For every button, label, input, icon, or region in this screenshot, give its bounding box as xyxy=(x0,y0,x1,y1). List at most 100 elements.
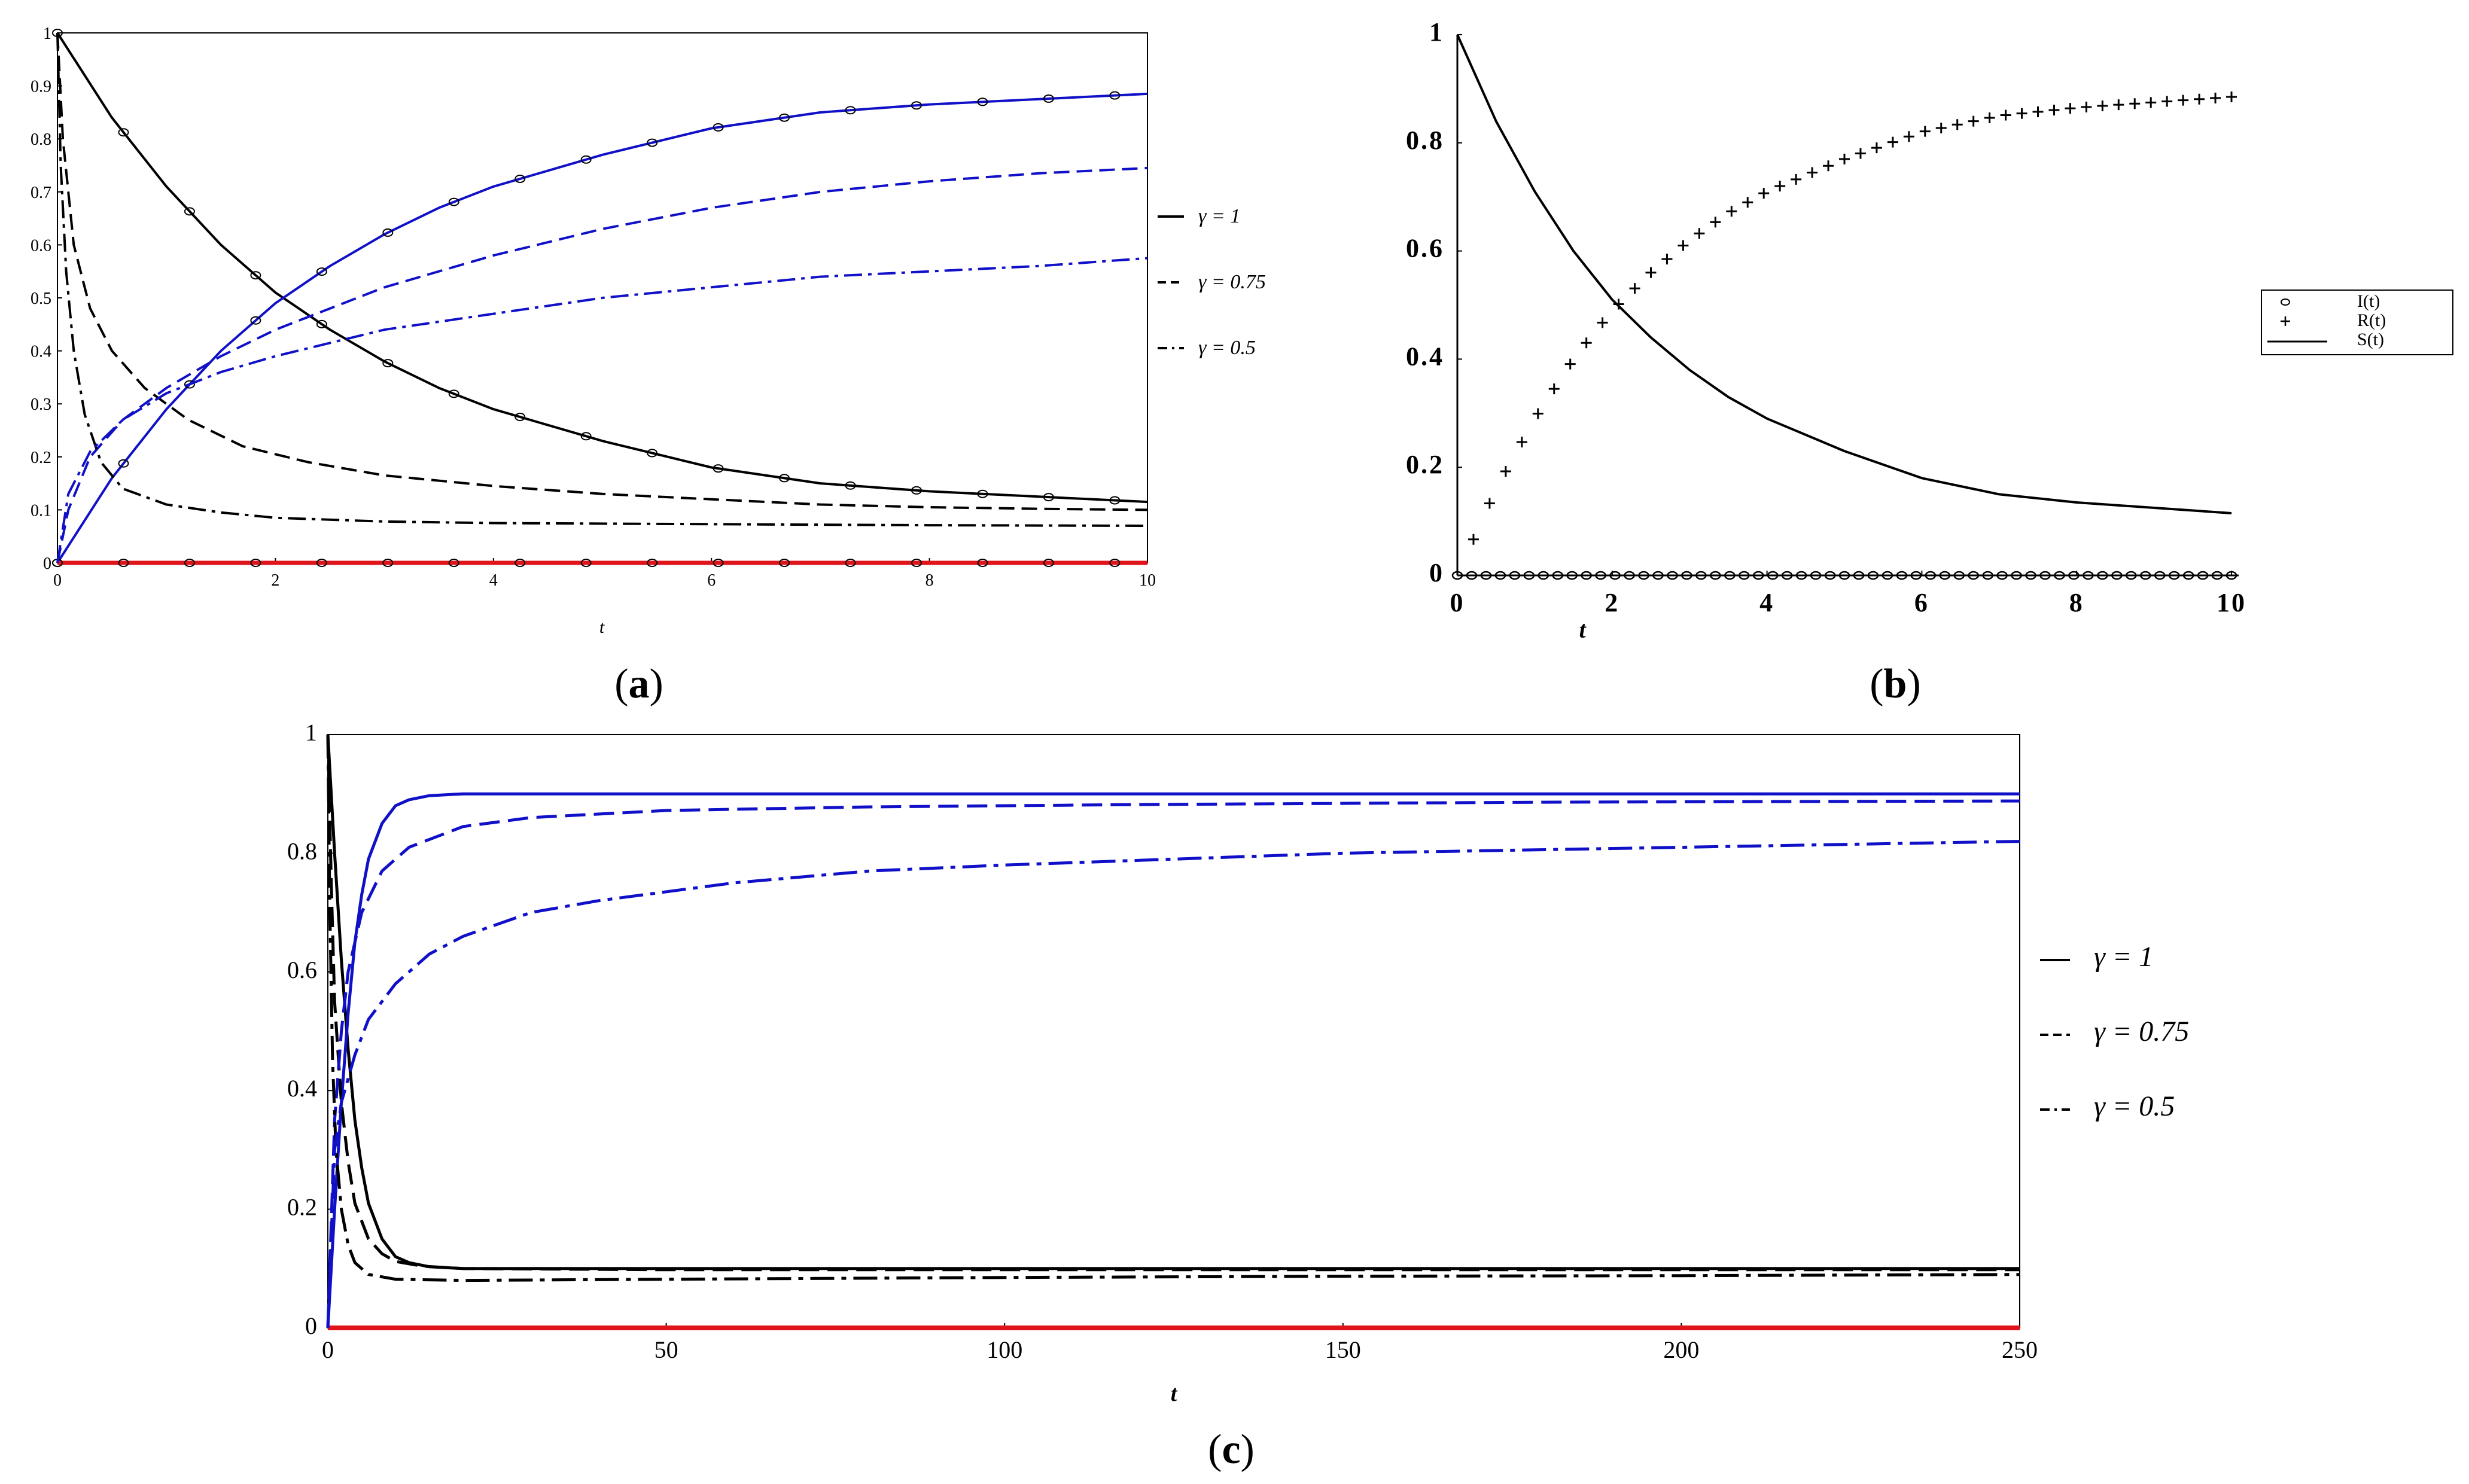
data-point-marker xyxy=(2139,571,2151,580)
data-point-marker xyxy=(2068,571,2080,580)
data-point-marker xyxy=(1516,437,1527,448)
panel-caption: (a) xyxy=(614,661,663,707)
data-point-marker xyxy=(2178,95,2189,106)
x-tick-label: 4 xyxy=(489,571,498,590)
data-point-marker xyxy=(1903,131,1914,142)
data-point-marker xyxy=(1984,112,1995,123)
y-tick-label: 1 xyxy=(305,719,317,746)
data-point-marker xyxy=(2083,571,2094,580)
data-point-marker xyxy=(1952,119,1963,130)
data-point-marker xyxy=(911,559,922,567)
data-point-marker xyxy=(382,559,394,567)
y-tick-label: 0.6 xyxy=(287,956,317,983)
data-point-marker xyxy=(1695,571,1707,580)
x-tick-label: 8 xyxy=(926,571,934,590)
data-point-marker xyxy=(713,464,724,473)
data-point-marker xyxy=(1451,571,1463,580)
data-point-marker xyxy=(1982,571,1993,580)
data-point-marker xyxy=(1109,496,1121,505)
data-point-marker xyxy=(1509,571,1521,580)
data-point-marker xyxy=(1739,571,1750,580)
data-point-marker xyxy=(580,559,592,567)
data-point-marker xyxy=(2048,104,2060,115)
x-tick-label: 100 xyxy=(987,1336,1022,1363)
data-point-marker xyxy=(1043,559,1054,567)
data-point-marker xyxy=(1935,122,1947,133)
x-tick-label: 0 xyxy=(322,1336,334,1363)
data-point-marker xyxy=(580,432,592,441)
y-tick-label: 0.6 xyxy=(1406,234,1444,263)
data-point-marker xyxy=(2126,571,2137,580)
data-point-marker xyxy=(1752,571,1764,580)
data-point-marker xyxy=(1043,493,1054,502)
data-point-marker xyxy=(1043,94,1054,103)
data-point-marker xyxy=(1767,571,1779,580)
data-point-marker xyxy=(977,97,988,106)
data-point-marker xyxy=(1996,571,2008,580)
data-point-marker xyxy=(2054,571,2065,580)
data-point-marker xyxy=(1968,115,1979,127)
legend: γ = 1 γ = 0.75 γ = 0.5 xyxy=(2040,941,2189,1122)
data-point-marker xyxy=(1609,571,1621,580)
y-tick-label: 0 xyxy=(305,1312,317,1339)
data-point-marker xyxy=(1523,571,1535,580)
data-point-marker xyxy=(1807,167,1818,178)
data-point-marker xyxy=(2226,571,2237,580)
x-tick-label: 8 xyxy=(2069,588,2084,617)
plot-frame xyxy=(327,734,2020,1328)
data-point-marker xyxy=(316,319,327,328)
x-tick-labels: 0 2 4 6 8 10 xyxy=(1450,571,2245,617)
data-point-marker xyxy=(1939,571,1950,580)
data-point-marker xyxy=(1581,337,1592,349)
series-line xyxy=(326,734,2020,1272)
data-point-marker xyxy=(316,267,327,276)
data-point-marker xyxy=(2161,96,2173,107)
x-tick-label: 0 xyxy=(1450,588,1465,617)
y-tick-label: 0.1 xyxy=(31,501,51,520)
data-point-marker xyxy=(1595,571,1606,580)
data-point-marker xyxy=(713,123,724,132)
data-point-marker xyxy=(2000,109,2011,121)
legend-label: γ = 0.75 xyxy=(2094,1016,2189,1047)
data-point-marker xyxy=(1468,534,1479,545)
y-tick-labels: 0 0.2 0.4 0.6 0.8 1 xyxy=(287,719,333,1339)
data-point-marker xyxy=(1581,571,1592,580)
data-point-marker xyxy=(580,155,592,164)
legend-symbol xyxy=(2281,316,2290,326)
x-tick-label: 4 xyxy=(1759,588,1774,617)
y-tick-label: 1 xyxy=(43,25,51,43)
y-tick-label: 0.4 xyxy=(31,343,51,361)
series-line xyxy=(1456,34,2232,514)
x-tick-label: 150 xyxy=(1325,1336,1361,1363)
data-point-marker xyxy=(1678,240,1689,251)
data-point-marker xyxy=(2039,571,2051,580)
data-point-marker xyxy=(2211,571,2223,580)
legend-label: γ = 1 xyxy=(1198,205,1240,227)
data-point-marker xyxy=(250,316,261,325)
data-point-marker xyxy=(1724,571,1736,580)
y-tick-label: 0.2 xyxy=(287,1194,317,1221)
data-point-marker xyxy=(977,489,988,498)
data-point-marker xyxy=(1552,571,1563,580)
series-lines xyxy=(52,29,1148,567)
data-point-marker xyxy=(1638,571,1649,580)
x-tick-labels: 0 2 4 6 8 10 xyxy=(53,558,1156,590)
data-point-marker xyxy=(448,389,459,398)
data-point-marker xyxy=(2081,101,2092,112)
data-point-marker xyxy=(1613,298,1624,310)
y-tick-label: 0.4 xyxy=(287,1075,317,1102)
data-point-marker xyxy=(1624,571,1635,580)
legend-label: S(t) xyxy=(2357,330,2384,349)
data-point-marker xyxy=(1910,571,1922,580)
data-point-marker xyxy=(647,138,658,147)
y-tick-label: 0.6 xyxy=(31,236,51,255)
panel-c: 0 50 100 150 200 250 00.20.40.60.81 γ = 1γ = … xyxy=(287,719,2189,1473)
panel-caption: (c) xyxy=(1208,1427,1255,1473)
legend: I(t)R(t)S(t) xyxy=(2261,290,2453,355)
y-tick-label: 0 xyxy=(1429,558,1444,587)
data-point-marker xyxy=(1548,383,1560,395)
data-point-marker xyxy=(1710,571,1721,580)
series-line xyxy=(56,257,1148,563)
data-point-marker xyxy=(1795,571,1807,580)
data-point-marker xyxy=(2111,571,2123,580)
